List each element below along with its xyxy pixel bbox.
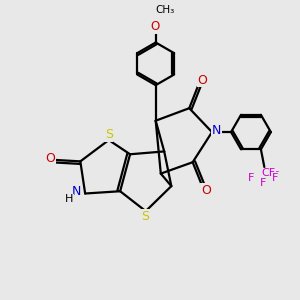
Text: O: O bbox=[197, 74, 207, 87]
Text: F: F bbox=[272, 173, 278, 183]
Text: CH₃: CH₃ bbox=[155, 5, 174, 15]
Text: O: O bbox=[201, 184, 211, 197]
Text: H: H bbox=[65, 194, 74, 204]
Text: S: S bbox=[141, 210, 149, 223]
Text: N: N bbox=[212, 124, 221, 137]
Text: CF₃: CF₃ bbox=[261, 168, 280, 178]
Text: F: F bbox=[260, 178, 266, 188]
Text: F: F bbox=[248, 173, 255, 183]
Text: O: O bbox=[46, 152, 56, 165]
Text: N: N bbox=[71, 185, 81, 198]
Text: O: O bbox=[151, 20, 160, 33]
Text: S: S bbox=[105, 128, 113, 141]
